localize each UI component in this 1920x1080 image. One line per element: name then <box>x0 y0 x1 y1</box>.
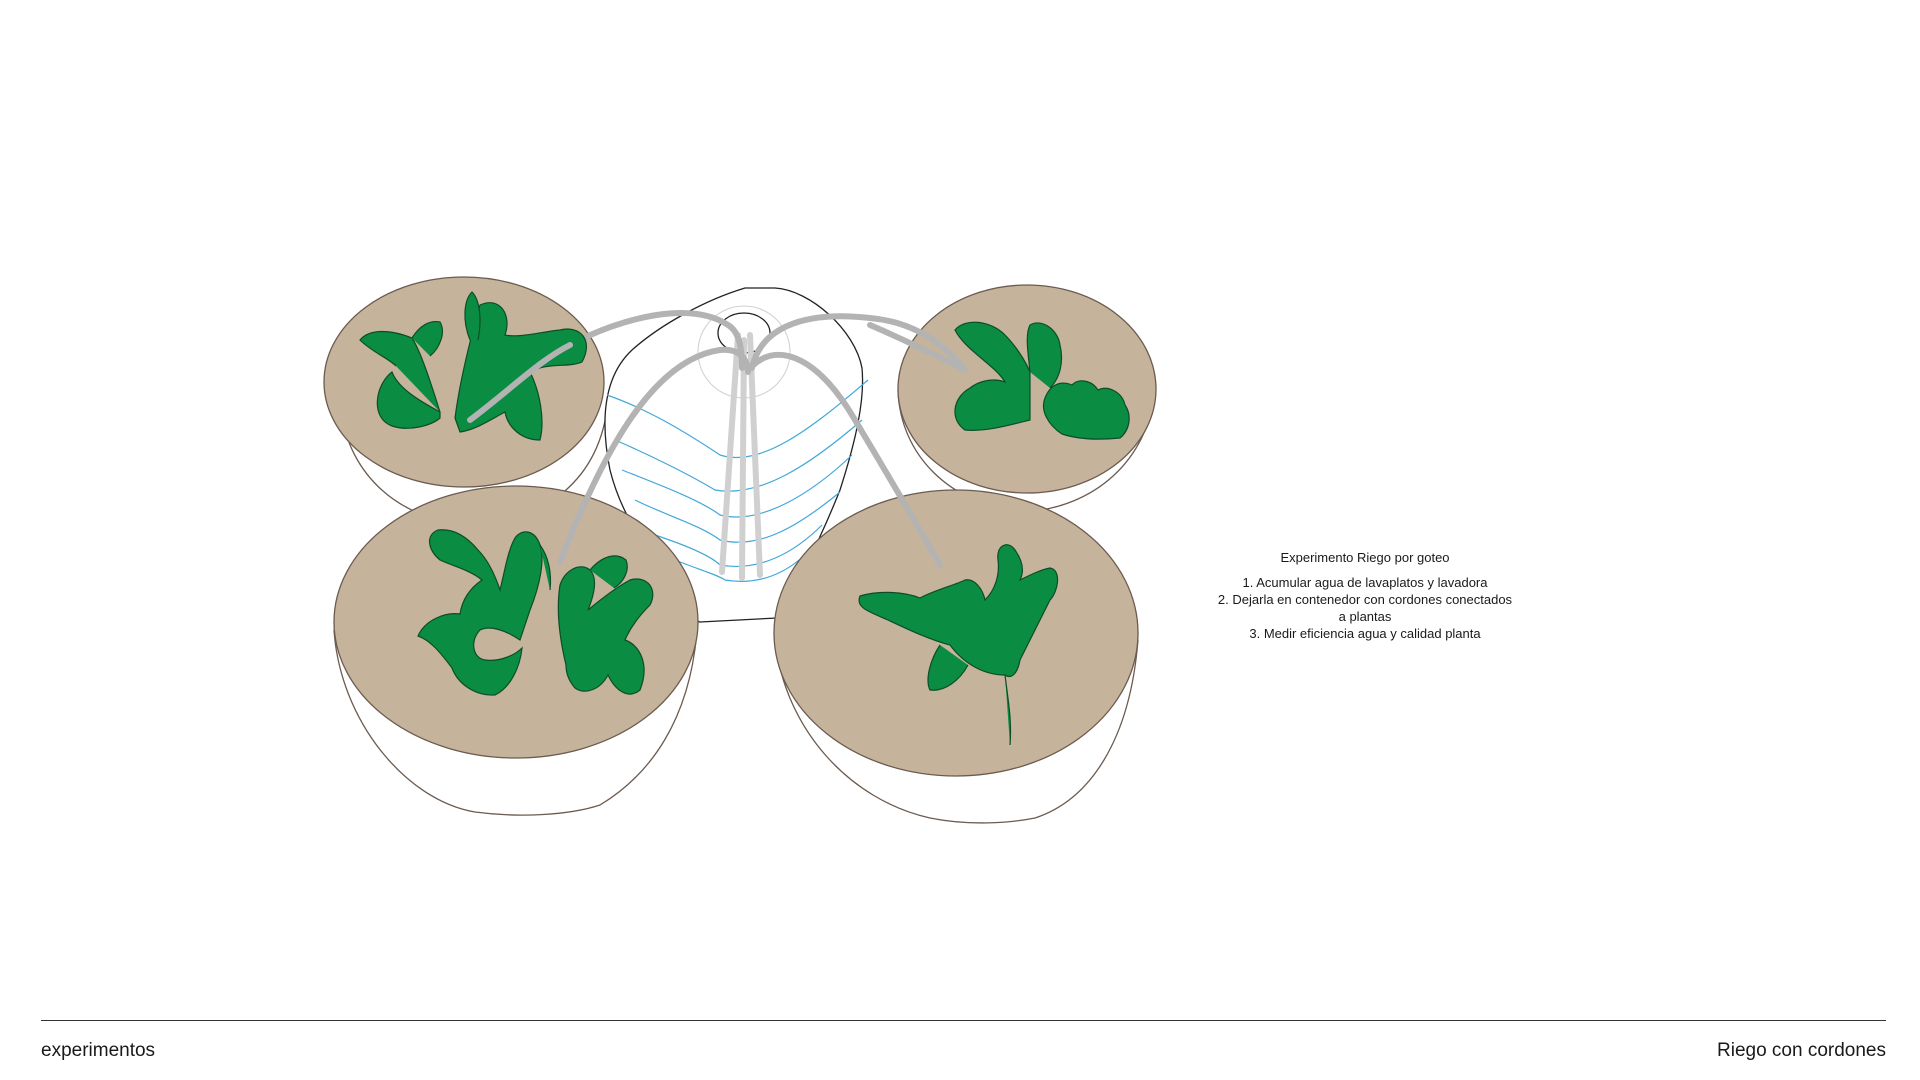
experiment-notes: Experimento Riego por goteo 1. Acumular … <box>1215 549 1515 642</box>
vertical-wicks <box>719 332 763 581</box>
plant-front-left <box>417 529 654 696</box>
water-level-lines <box>606 379 869 582</box>
footer-page-title: Riego con cordones <box>1717 1040 1886 1061</box>
experiment-title: Experimento Riego por goteo <box>1280 550 1450 565</box>
footer-section-label: experimentos <box>41 1040 156 1061</box>
cords-ends <box>467 322 968 423</box>
plant-back-right <box>954 321 1130 440</box>
cords-back <box>567 310 968 373</box>
experiment-step-1: 1. Acumular agua de lavaplatos y lavador… <box>1242 575 1488 590</box>
experiment-step-2: 2. Dejarla en contenedor con cordones co… <box>1217 592 1513 624</box>
plant-front-right <box>858 544 1059 746</box>
pot-front-left <box>333 485 699 816</box>
cords-front <box>557 346 943 568</box>
plant-back-left <box>359 291 587 441</box>
footer-divider <box>41 1020 1886 1021</box>
experiment-step-3: 3. Medir eficiencia agua y calidad plant… <box>1249 626 1481 641</box>
